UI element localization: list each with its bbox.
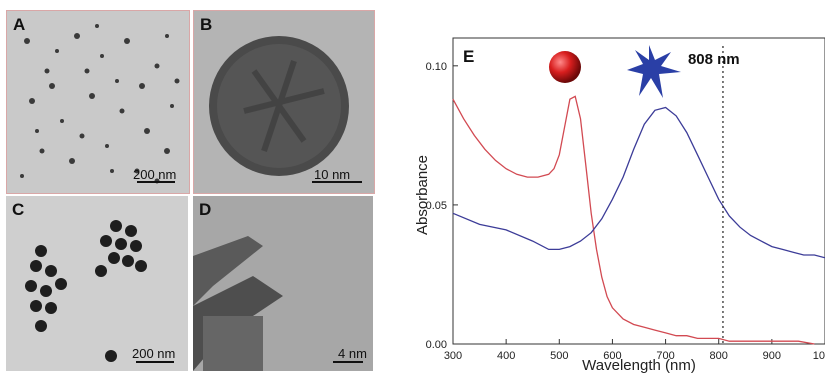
tem-panel-c: C 200 nm <box>6 196 188 371</box>
y-tick-label-0: 0.00 <box>426 339 447 351</box>
scale-label-b: 10 nm <box>314 167 351 182</box>
tem-image-c <box>6 196 188 371</box>
scale-bar-c <box>136 361 174 363</box>
scale-bar-b <box>312 181 362 183</box>
chart-marks <box>452 46 825 345</box>
x-tick-label-500: 500 <box>550 350 568 362</box>
axis-ticks: 300 400 500 600 700 800 900 1000 0.00 0.05 0.10 <box>426 61 825 362</box>
x-tick-label-800: 800 <box>710 350 728 362</box>
y-tick-label-2: 0.10 <box>426 61 447 73</box>
panel-letter-d: D <box>199 200 212 219</box>
panel-letter-b: B <box>200 15 213 34</box>
x-tick-label-700: 700 <box>656 350 674 362</box>
panel-letter-c: C <box>12 200 25 219</box>
tem-image-b <box>194 11 374 193</box>
y-tick-label-1: 0.05 <box>426 200 447 212</box>
y-axis-label: Absorbance <box>414 155 431 235</box>
tem-panel-d: D 4 nm <box>193 196 373 371</box>
blue-star-icon <box>627 45 681 98</box>
series-line-2 <box>452 106 825 259</box>
red-sphere-icon <box>549 51 581 83</box>
x-tick-label-1000: 1000 <box>813 350 825 362</box>
annotation-808-label: 808 nm <box>688 51 740 68</box>
tem-panel-b: B 10 nm <box>193 10 375 194</box>
tem-panel-a: A 200 nm <box>6 10 190 194</box>
tem-image-d <box>193 196 373 371</box>
chart-panel-letter: E <box>463 47 474 66</box>
tem-image-a <box>7 11 189 193</box>
x-tick-label-600: 600 <box>603 350 621 362</box>
scale-bar-d <box>333 361 363 363</box>
x-tick-label-900: 900 <box>763 350 781 362</box>
scale-bar-a <box>137 181 175 183</box>
x-axis-label: Wavelength (nm) <box>582 357 696 374</box>
scale-label-d: 4 nm <box>338 346 367 361</box>
panel-letter-a: A <box>13 15 26 34</box>
scale-label-c: 200 nm <box>132 346 176 361</box>
series-line-1 <box>452 95 815 345</box>
x-tick-label-300: 300 <box>444 350 462 362</box>
x-tick-label-400: 400 <box>497 350 515 362</box>
plot-frame <box>452 37 825 345</box>
scale-label-a: 200 nm <box>133 167 177 182</box>
absorbance-chart: E Absorbance Wavelength (nm) 300 400 500 60… <box>414 37 825 374</box>
